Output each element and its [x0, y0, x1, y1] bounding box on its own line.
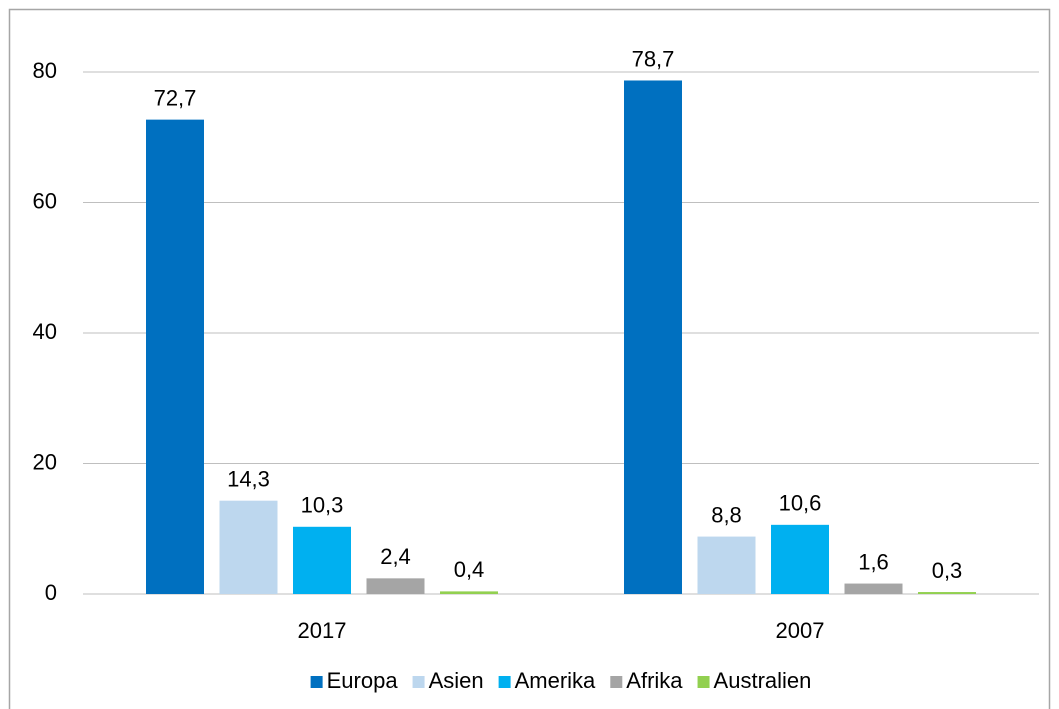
- y-tick-label: 80: [33, 58, 57, 83]
- legend-label: Amerika: [515, 668, 596, 693]
- legend-swatch: [697, 676, 710, 688]
- legend-swatch: [498, 676, 511, 688]
- legend-label: Afrika: [626, 668, 683, 693]
- legend-label: Asien: [429, 668, 484, 693]
- y-tick-label: 0: [45, 580, 57, 605]
- y-tick-label: 60: [33, 188, 57, 213]
- data-label: 1,6: [858, 549, 889, 574]
- data-label: 0,4: [454, 557, 485, 582]
- bar: [771, 524, 829, 594]
- bar: [293, 526, 351, 594]
- data-label: 14,3: [227, 467, 270, 492]
- legend-swatch: [310, 676, 323, 688]
- data-label: 10,6: [779, 491, 822, 516]
- bar: [440, 591, 498, 594]
- data-label: 2,4: [380, 544, 411, 569]
- legend-item: Australien: [697, 668, 812, 693]
- bar: [366, 578, 425, 594]
- bar: [219, 500, 278, 594]
- legend-item: Amerika: [498, 668, 596, 693]
- legend-item: Afrika: [610, 668, 683, 693]
- bar: [146, 119, 204, 594]
- bar: [918, 592, 976, 594]
- bar: [844, 583, 903, 594]
- data-label: 10,3: [301, 493, 344, 518]
- bar: [624, 80, 682, 595]
- data-label: 78,7: [632, 46, 675, 71]
- legend-item: Asien: [412, 668, 484, 693]
- data-label: 8,8: [711, 502, 742, 527]
- y-tick-label: 40: [33, 319, 57, 344]
- legend-swatch: [610, 676, 623, 688]
- data-label: 0,3: [932, 558, 963, 583]
- legend-label: Europa: [327, 668, 399, 693]
- x-tick-label: 2017: [298, 618, 347, 643]
- x-tick-label: 2007: [776, 618, 825, 643]
- legend-swatch: [412, 676, 425, 688]
- legend-item: Europa: [310, 668, 399, 693]
- legend-label: Australien: [714, 668, 812, 693]
- y-tick-label: 20: [33, 449, 57, 474]
- data-label: 72,7: [154, 85, 197, 110]
- bar: [697, 536, 756, 594]
